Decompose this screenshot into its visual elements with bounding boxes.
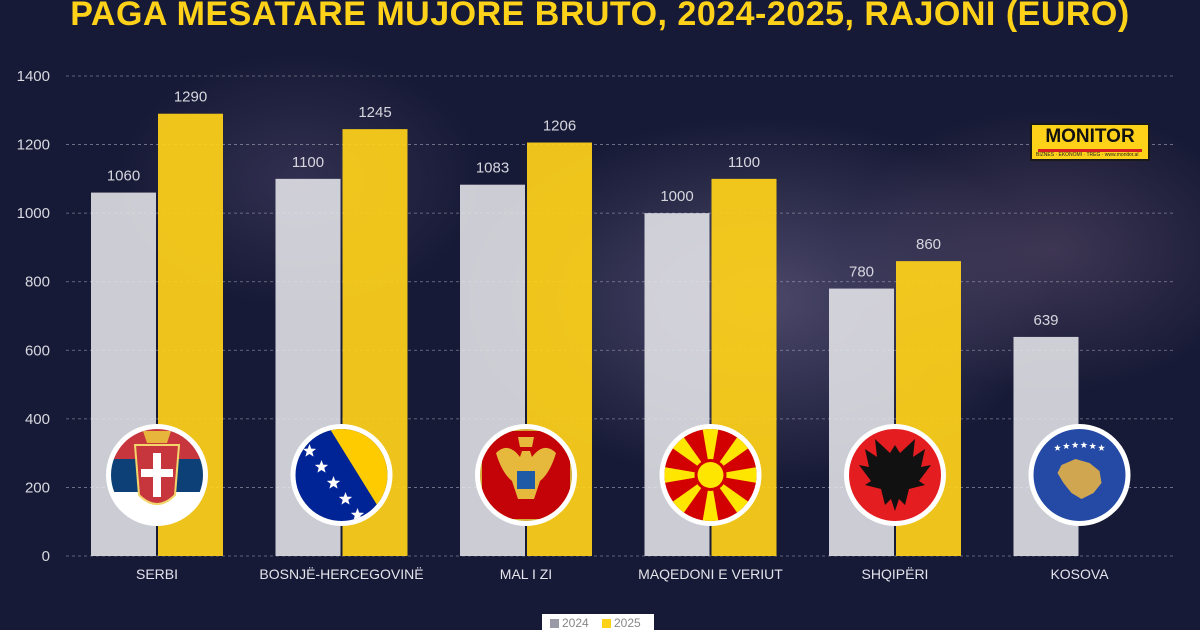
data-label-2024: 1083 — [476, 160, 509, 177]
x-category-label: BOSNJË-HERCEGOVINË — [259, 566, 423, 582]
logo-text: MONITOR — [1045, 126, 1135, 147]
logo-tagline: BIZNES · EKONOMI · TREG · www.monitor.al — [1036, 152, 1139, 158]
data-label-2025: 1290 — [174, 89, 207, 106]
bosnia-flag-icon — [290, 424, 393, 526]
monitor-logo: MONITOR BIZNES · EKONOMI · TREG · www.mo… — [1030, 123, 1150, 161]
legend-swatch-2025 — [602, 619, 611, 628]
data-label-2024: 1100 — [292, 154, 324, 171]
data-label-2024: 1000 — [660, 188, 693, 205]
data-labels: 1060 1290 1100 1245 1083 1206 1000 1100 780 860 63… — [107, 89, 1059, 329]
data-label-2024: 780 — [849, 264, 874, 281]
y-tick-label: 0 — [42, 548, 50, 565]
y-tick-label: 600 — [25, 342, 50, 359]
y-tick-label: 1000 — [17, 205, 50, 222]
x-category-label: MAL I ZI — [500, 566, 552, 582]
legend-label-2025: 2025 — [614, 616, 641, 630]
chart-title: PAGA MESATARE MUJORE BRUTO, 2024-2025, R… — [70, 0, 1130, 33]
y-axis-ticks: 0 200 400 600 800 1000 1200 1400 — [17, 68, 50, 565]
y-tick-label: 1400 — [17, 68, 50, 85]
y-tick-label: 200 — [25, 479, 50, 496]
data-label-2024: 1060 — [107, 168, 140, 185]
x-category-label: MAQEDONI E VERIUT — [638, 566, 783, 582]
x-category-label: SERBI — [136, 566, 178, 582]
y-tick-label: 400 — [25, 411, 50, 428]
serbia-flag-icon — [106, 424, 208, 526]
data-label-2024: 639 — [1033, 312, 1058, 329]
albania-flag-icon — [844, 424, 946, 526]
y-tick-label: 800 — [25, 274, 50, 291]
kosovo-flag-icon — [1028, 424, 1131, 526]
data-label-2025: 1206 — [543, 118, 576, 135]
data-label-2025: 1245 — [358, 104, 391, 121]
x-category-label: KOSOVA — [1050, 566, 1109, 582]
montenegro-flag-icon — [475, 424, 577, 526]
legend: 2024 2025 — [542, 614, 654, 630]
data-label-2025: 860 — [916, 236, 941, 253]
x-axis-categories: SERBI BOSNJË-HERCEGOVINË MAL I ZI MAQEDONI … — [136, 566, 1109, 582]
legend-label-2024: 2024 — [562, 616, 589, 630]
x-category-label: SHQIPËRI — [862, 566, 929, 582]
grid-lines — [66, 75, 1175, 557]
data-label-2025: 1100 — [728, 154, 760, 171]
legend-swatch-2024 — [550, 619, 559, 628]
y-tick-label: 1200 — [17, 137, 50, 154]
country-flags — [106, 424, 1131, 526]
